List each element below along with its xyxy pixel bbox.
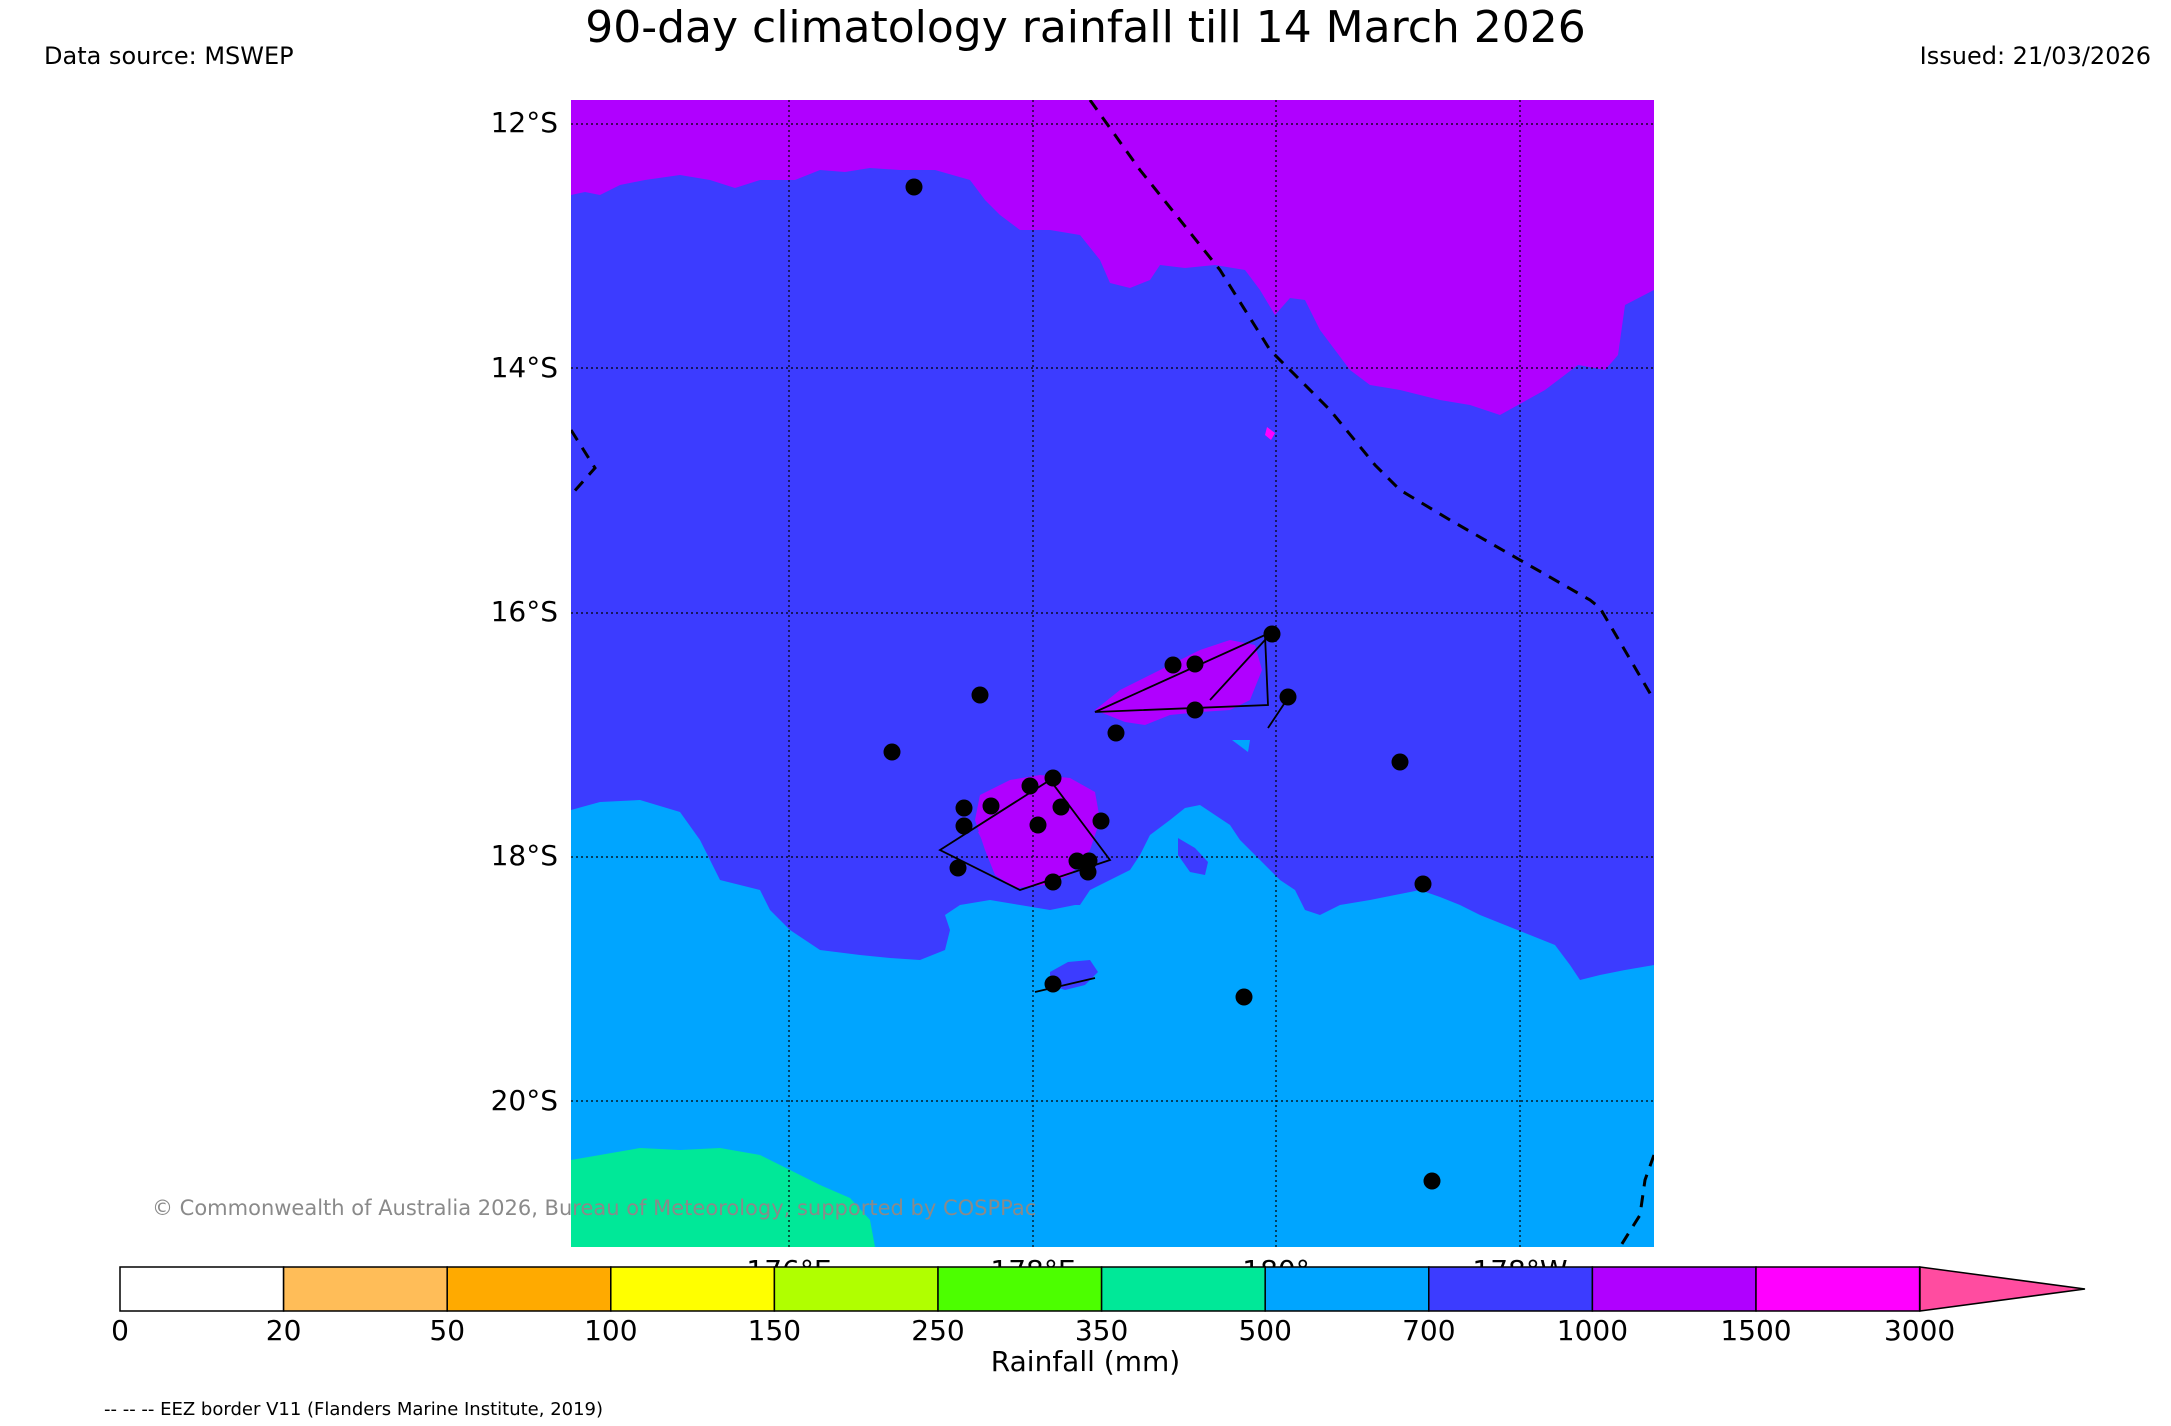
station-marker xyxy=(1052,798,1070,816)
lat-label: 18°S xyxy=(491,839,558,872)
zone-700-1000-islet xyxy=(1050,960,1098,990)
graticule xyxy=(571,100,1654,1247)
eez-border-note: -- -- -- EEZ border V11 (Flanders Marine… xyxy=(104,1399,604,1420)
station-marker xyxy=(1391,753,1409,771)
station-marker xyxy=(1423,1172,1441,1190)
colorbar-extend-arrow xyxy=(1919,1266,2086,1312)
station-marker xyxy=(1186,655,1204,673)
station-marker xyxy=(1021,777,1039,795)
colorbar-segment xyxy=(446,1266,612,1312)
colorbar-tick-label: 1500 xyxy=(1720,1314,1791,1347)
colorbar-segment xyxy=(773,1266,939,1312)
zone-1000-1500-vanua-levu xyxy=(1095,640,1262,725)
colorbar-tick-label: 100 xyxy=(584,1314,637,1347)
station-marker xyxy=(905,178,923,196)
colorbar-segment xyxy=(1755,1266,1921,1312)
station-marker xyxy=(1029,816,1047,834)
vanua-levu-outline xyxy=(1094,633,1269,713)
zone-1500-3000-speck xyxy=(1265,427,1275,440)
colorbar-segment xyxy=(937,1266,1103,1312)
lat-label: 16°S xyxy=(491,595,558,628)
data-source-label: Data source: MSWEP xyxy=(44,42,294,70)
colorbar-tick-label: 0 xyxy=(111,1314,129,1347)
colorbar-segment xyxy=(1100,1266,1266,1312)
colorbar-segment xyxy=(282,1266,448,1312)
zone-500-700-speck xyxy=(1232,740,1250,752)
station-marker xyxy=(1044,769,1062,787)
lat-label: 12°S xyxy=(491,106,558,139)
colorbar-segments xyxy=(119,1266,1921,1312)
eez-border xyxy=(571,100,1654,1247)
station-marker xyxy=(1186,701,1204,719)
station-marker xyxy=(1079,863,1097,881)
station-marker xyxy=(1279,688,1297,706)
zone-350-500-south xyxy=(571,1148,875,1247)
issued-date-label: Issued: 21/03/2026 xyxy=(1919,42,2151,70)
station-marker xyxy=(1414,875,1432,893)
colorbar-segment xyxy=(610,1266,776,1312)
colorbar-label: Rainfall (mm) xyxy=(990,1345,1181,1378)
kadavu-outline xyxy=(1034,977,1096,993)
station-marker xyxy=(955,799,973,817)
station-marker xyxy=(1164,656,1182,674)
colorbar-legend: 0 20 50 100 150 250 350 500 700 1000 1500 3000 xyxy=(111,1266,2086,1347)
station-marker xyxy=(1263,625,1281,643)
station-markers xyxy=(883,178,1441,1190)
station-marker xyxy=(955,817,973,835)
colorbar-tick-label: 700 xyxy=(1402,1314,1455,1347)
station-marker xyxy=(949,859,967,877)
station-marker xyxy=(982,797,1000,815)
station-marker xyxy=(1068,852,1086,870)
lat-label: 14°S xyxy=(491,351,558,384)
colorbar-tick-label: 500 xyxy=(1238,1314,1291,1347)
copyright-notice: © Commonwealth of Australia 2026, Bureau… xyxy=(152,1196,1037,1220)
viti-levu-outline xyxy=(938,778,1112,891)
colorbar-segment xyxy=(119,1266,285,1312)
vanua-levu-inner xyxy=(1209,639,1266,701)
colorbar-segment xyxy=(1591,1266,1757,1312)
page-title: 90-day climatology rainfall till 14 Marc… xyxy=(585,2,1586,53)
colorbar-tick-label: 350 xyxy=(1075,1314,1128,1347)
zone-1000-1500-north xyxy=(571,100,1654,415)
colorbar-tick-label: 1000 xyxy=(1557,1314,1628,1347)
colorbar-tick-label: 3000 xyxy=(1884,1314,1955,1347)
station-marker xyxy=(1235,988,1253,1006)
zone-1000-1500-speck xyxy=(978,828,995,842)
colorbar-segment xyxy=(1264,1266,1430,1312)
station-marker xyxy=(1044,975,1062,993)
map-plot-area xyxy=(571,100,1654,1247)
station-marker xyxy=(971,686,989,704)
station-marker xyxy=(1107,724,1125,742)
lat-label: 20°S xyxy=(491,1084,558,1117)
colorbar-tick-label: 150 xyxy=(748,1314,801,1347)
colorbar-tick-label: 50 xyxy=(429,1314,465,1347)
station-marker xyxy=(883,743,901,761)
colorbar-segment xyxy=(1428,1266,1594,1312)
colorbar-tick-label: 250 xyxy=(911,1314,964,1347)
zone-500-700-south xyxy=(571,800,1654,1247)
station-marker xyxy=(1092,812,1110,830)
colorbar-tick-label: 20 xyxy=(266,1314,302,1347)
station-marker xyxy=(1044,873,1062,891)
colorbar-ticks: 0 20 50 100 150 250 350 500 700 1000 1500 3000 xyxy=(111,1314,1955,1347)
